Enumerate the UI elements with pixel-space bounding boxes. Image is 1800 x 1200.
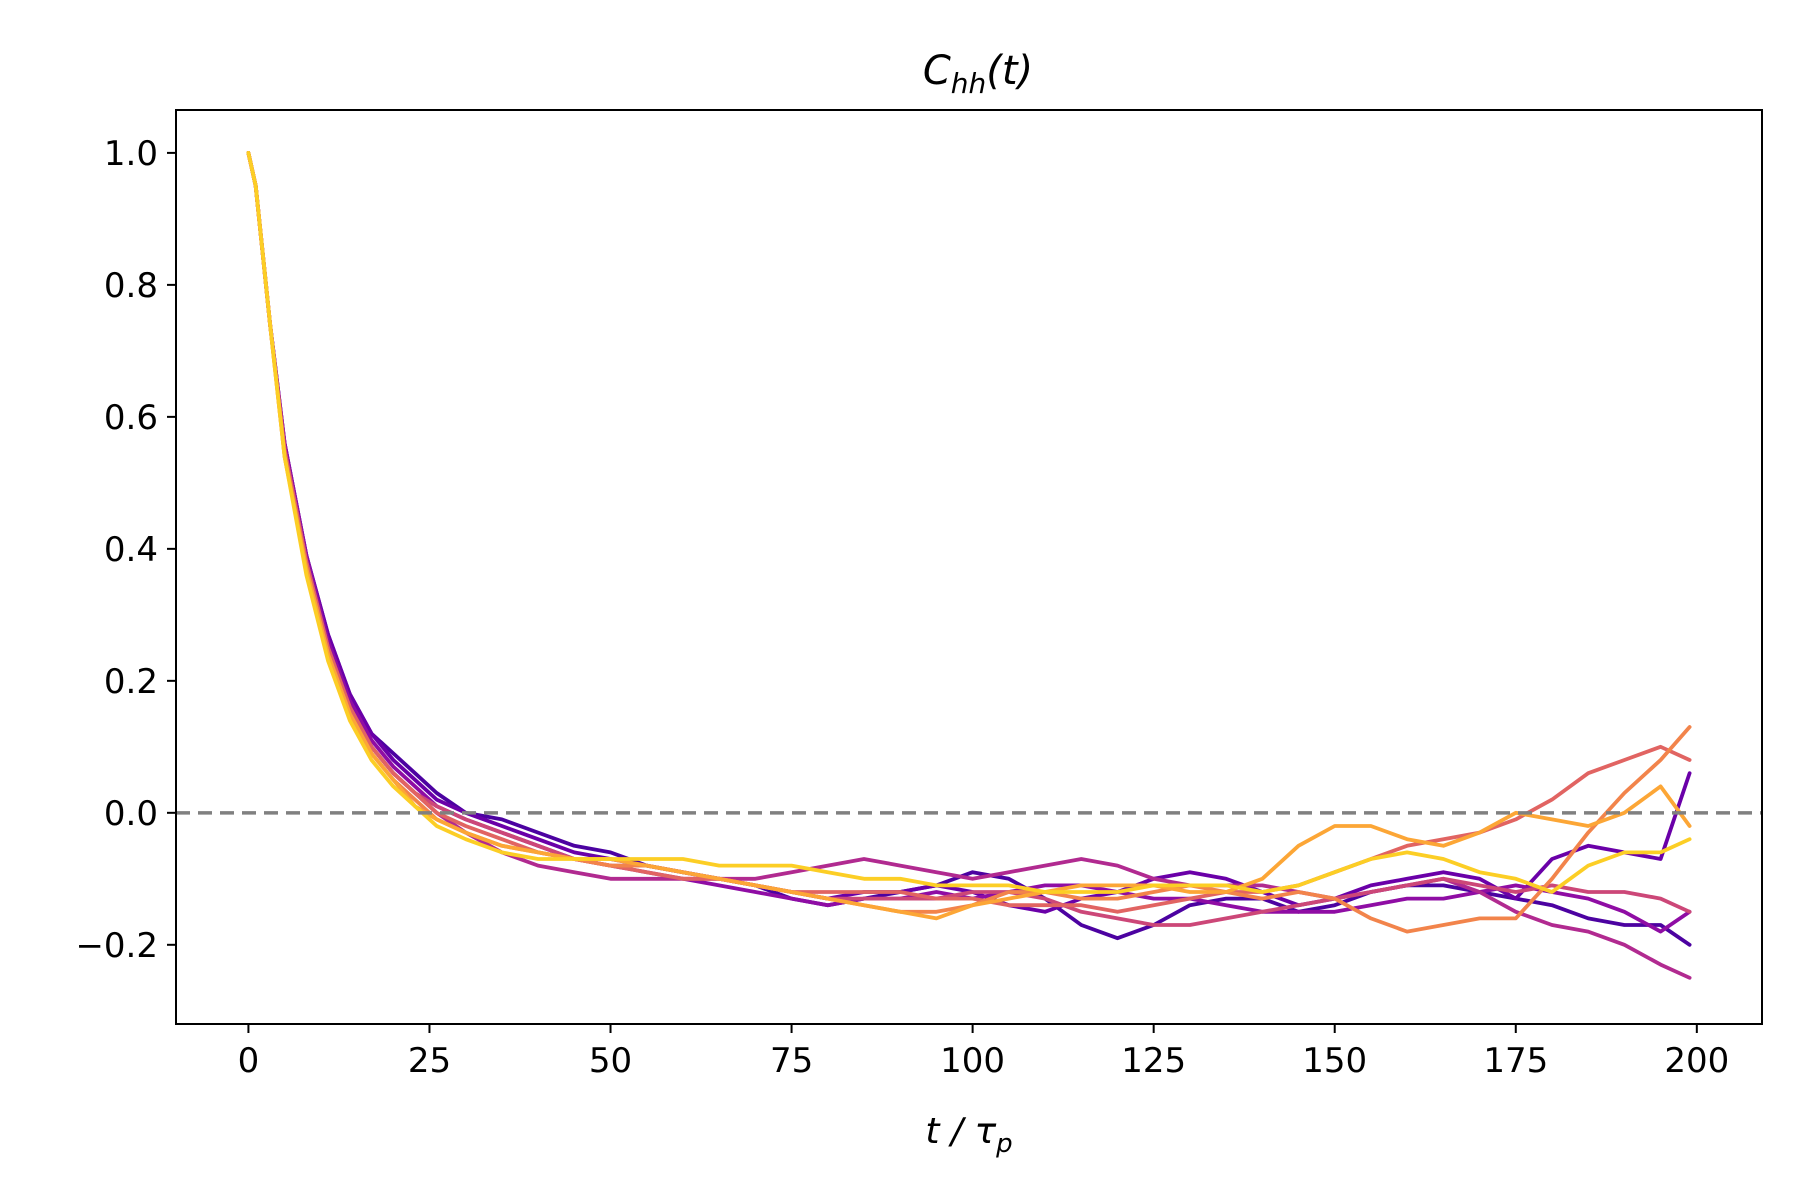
series-line-5	[246, 150, 1692, 927]
series-line-4	[246, 150, 1692, 980]
series-line-3	[246, 150, 1692, 934]
x-tick-label: 200	[1664, 1041, 1729, 1081]
x-tick-label: 25	[408, 1041, 451, 1081]
x-tick-label: 175	[1483, 1041, 1548, 1081]
x-tick-label: 150	[1302, 1041, 1367, 1081]
chart-title-base: C	[923, 48, 951, 94]
y-tick-label: 1.0	[104, 134, 158, 174]
x-axis-label-base: t / τ	[925, 1111, 996, 1152]
series-line-9	[246, 150, 1692, 894]
series-line-1	[246, 150, 1692, 947]
chart-title-rest: (t)	[986, 48, 1033, 94]
x-tick-label: 100	[940, 1041, 1005, 1081]
series-layer	[246, 150, 1692, 980]
y-tick-label: 0.4	[104, 530, 158, 570]
x-tick-label: 125	[1121, 1041, 1186, 1081]
x-axis-ticks: 0 25 50 75 100 125 150 175 200	[238, 1024, 1729, 1081]
series-line-2	[246, 150, 1692, 914]
x-axis-label: t / τp	[925, 1111, 1012, 1159]
chart-title: Chh(t)	[923, 48, 1033, 100]
series-line-7	[246, 150, 1692, 934]
y-tick-label: 0.0	[104, 794, 158, 834]
y-axis-ticks: 1.0 0.8 0.6 0.4 0.2 0.0 −0.2	[75, 134, 176, 966]
x-tick-label: 0	[238, 1041, 260, 1081]
series-line-8	[246, 150, 1692, 921]
y-tick-label: −0.2	[75, 926, 158, 966]
plot-area	[175, 109, 1763, 1025]
chart-title-subscript: hh	[951, 67, 987, 100]
y-tick-label: 0.6	[104, 398, 158, 438]
series-line-6	[246, 150, 1692, 914]
x-axis-label-subscript: p	[995, 1129, 1013, 1159]
plot-frame	[175, 109, 1763, 1025]
y-tick-label: 0.8	[104, 266, 158, 306]
x-tick-label: 50	[589, 1041, 632, 1081]
y-tick-label: 0.2	[104, 662, 158, 702]
x-tick-label: 75	[770, 1041, 813, 1081]
